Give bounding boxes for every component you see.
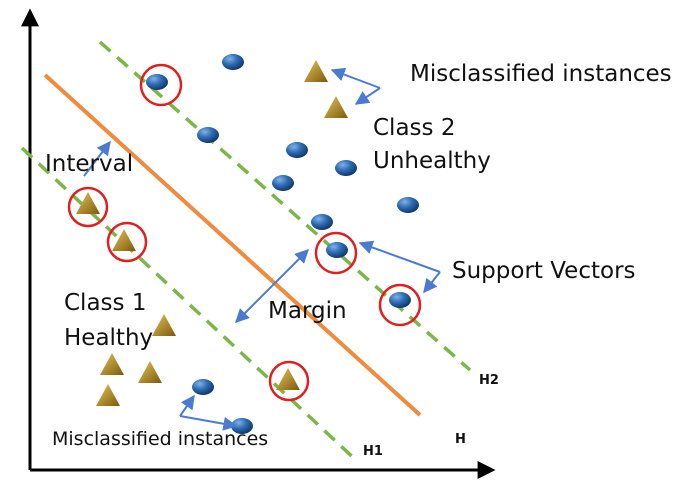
label: Margin <box>268 298 347 324</box>
class2-points <box>146 54 419 434</box>
label: Unhealthy <box>373 148 491 174</box>
label: Class 2 <box>373 115 455 141</box>
annotation-arrows <box>83 67 441 431</box>
label: Misclassified instances <box>410 61 672 87</box>
label: Interval <box>45 151 133 177</box>
label: H2 <box>479 373 499 388</box>
axes <box>21 8 496 479</box>
support-vector-circles <box>67 63 422 402</box>
class1-points <box>76 60 348 406</box>
hyperplanes <box>20 40 472 464</box>
label: Class 1 <box>64 290 146 316</box>
label: Support Vectors <box>452 258 636 284</box>
label: Healthy <box>64 325 153 351</box>
label: H1 <box>363 444 383 459</box>
label: Misclassified instances <box>52 428 268 450</box>
label: H <box>455 432 466 447</box>
